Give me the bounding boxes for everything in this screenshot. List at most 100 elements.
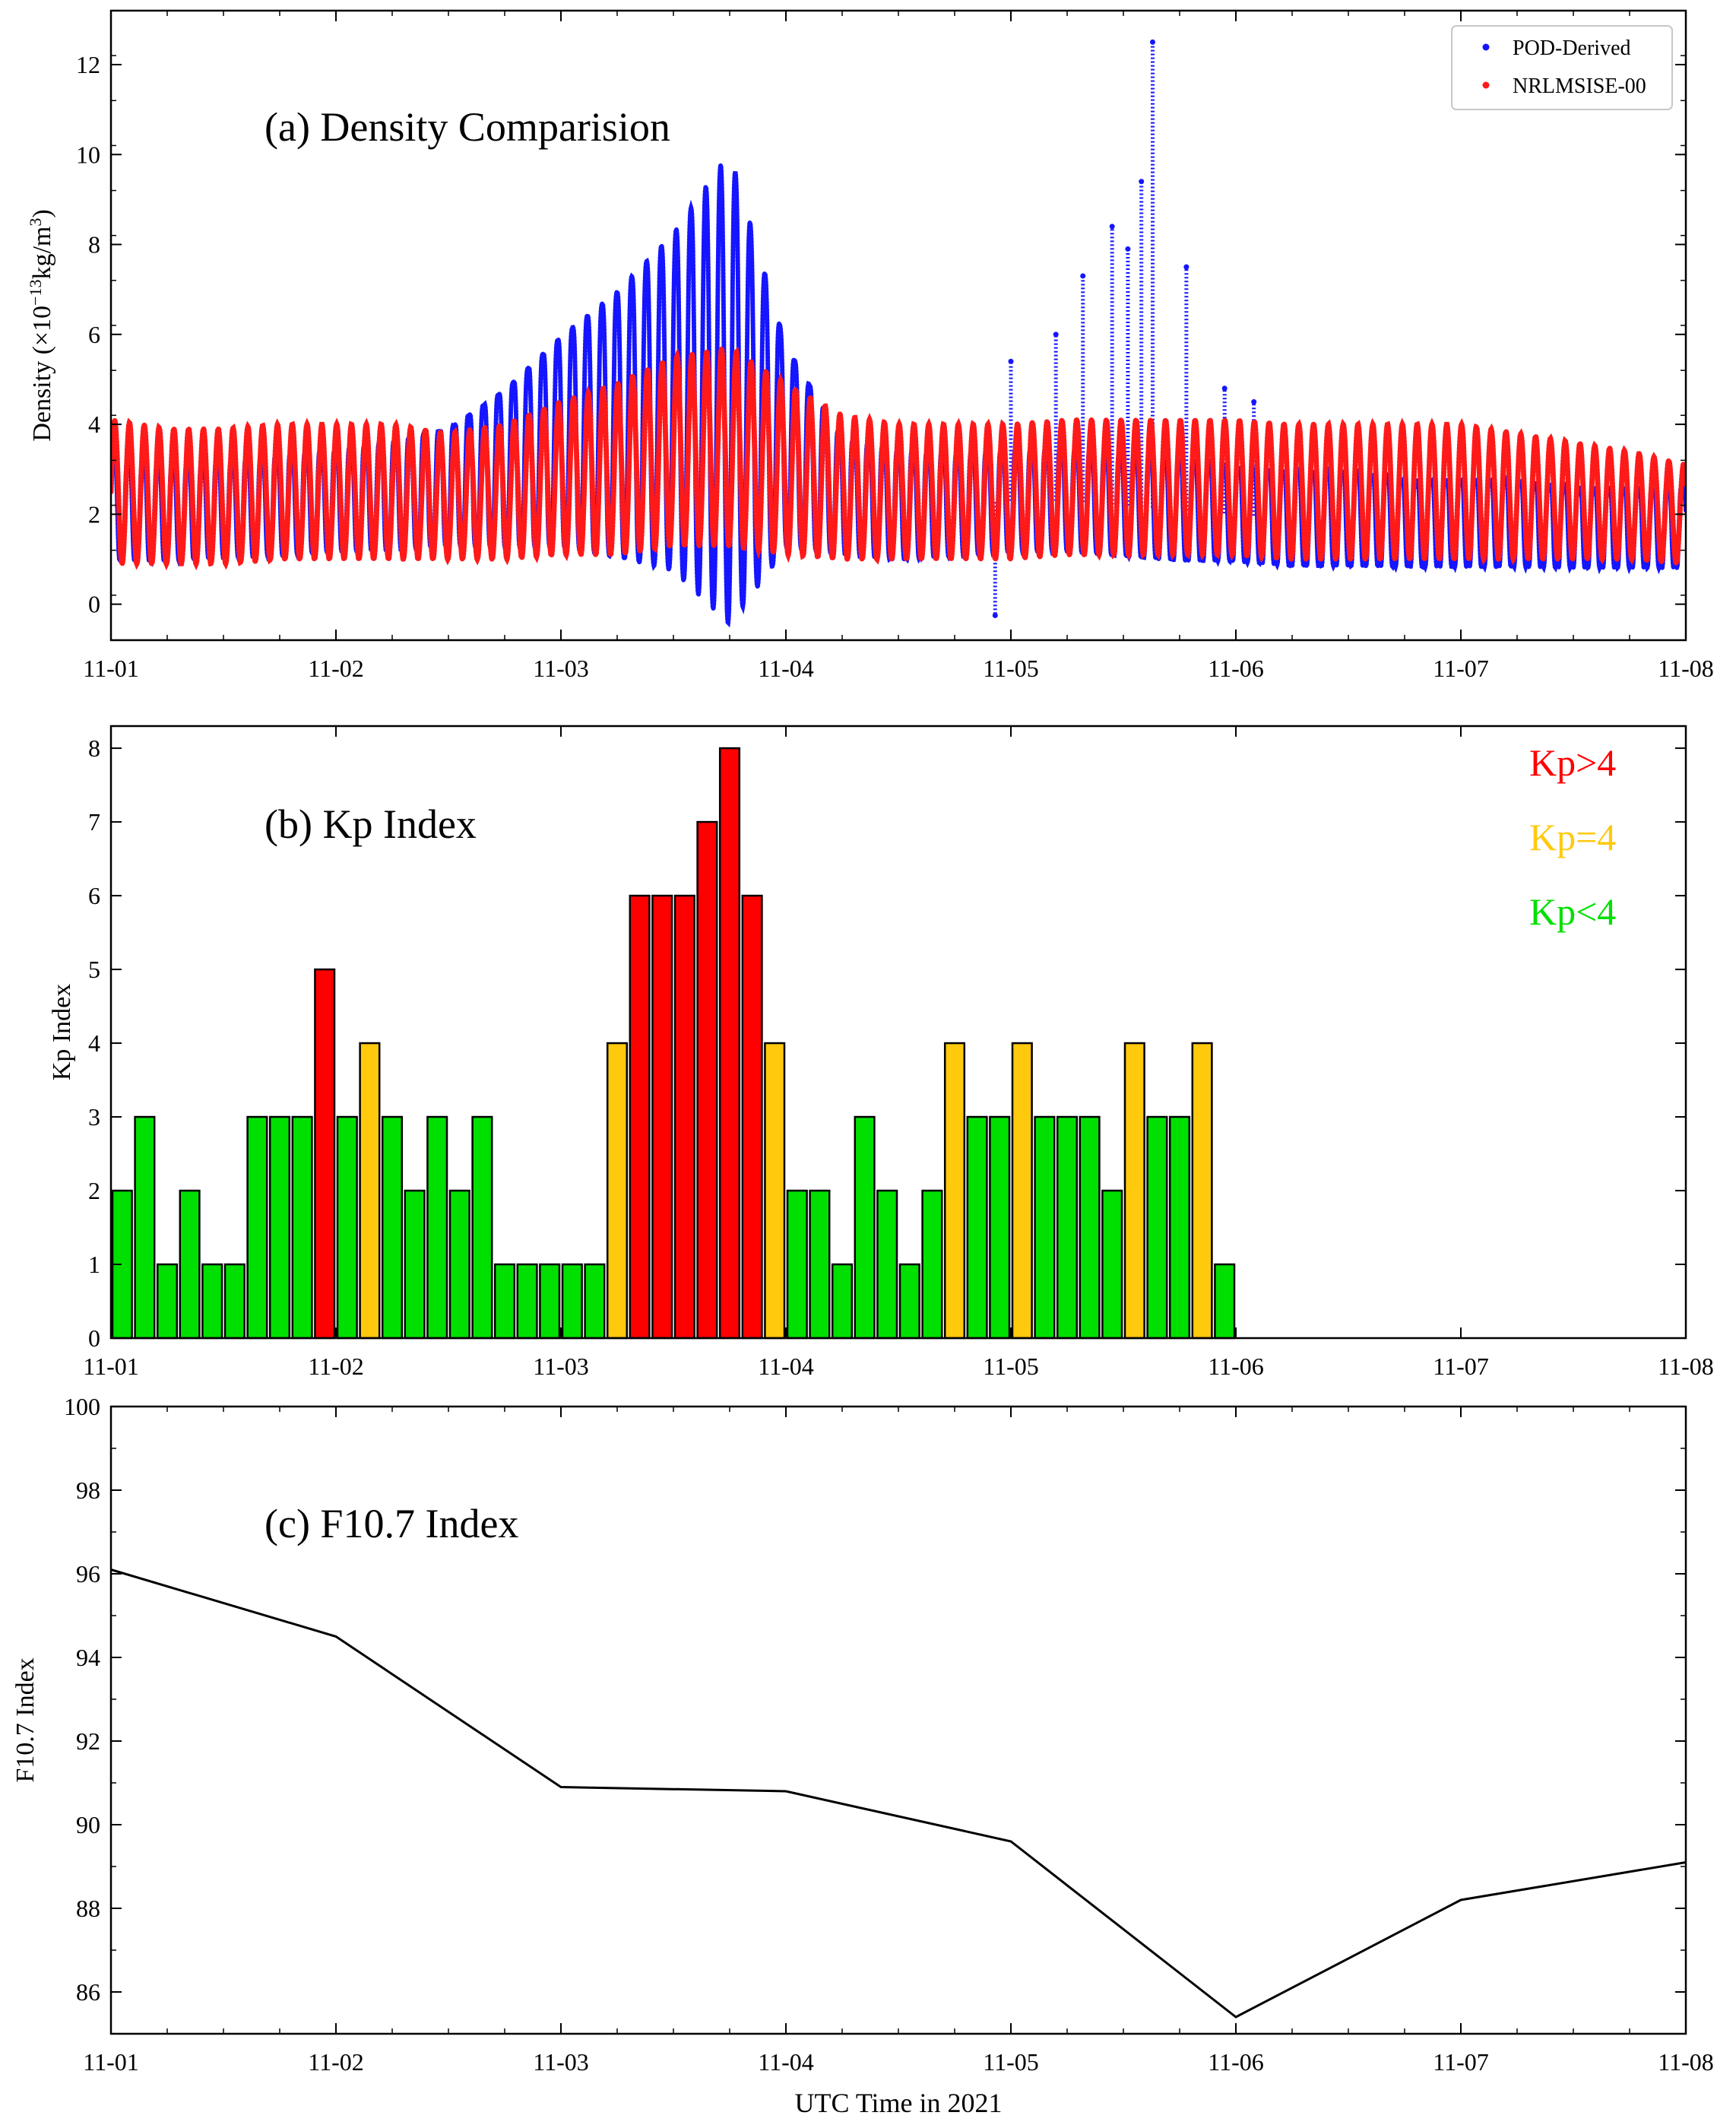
x-tick-label: 11-04 <box>758 2048 813 2076</box>
y-tick-label: 8 <box>88 734 100 762</box>
spike-peak <box>1125 246 1131 252</box>
kp-bar <box>493 1263 516 1340</box>
y-tick-label: 90 <box>76 1811 100 1838</box>
x-tick-label: 11-04 <box>758 655 813 682</box>
kp-bar <box>1101 1189 1123 1340</box>
kp-bar <box>516 1263 538 1340</box>
kp-bar <box>1123 1042 1145 1340</box>
y-tick-label: 6 <box>88 321 100 348</box>
y-tick-label: 86 <box>76 1978 100 2006</box>
y-tick-label: 4 <box>88 411 100 438</box>
y-tick-label: 96 <box>76 1560 100 1587</box>
kp-bar <box>966 1115 988 1340</box>
series-nrlmsise-00 <box>111 342 1686 571</box>
kp-bar <box>336 1115 358 1340</box>
spike-peak <box>1053 331 1059 338</box>
y-axis-label-b: Kp Index <box>48 984 76 1080</box>
y-tick-label: 3 <box>88 1103 100 1131</box>
y-axis-label-a-units: kg/m <box>28 227 56 280</box>
legend-label: POD-Derived <box>1513 36 1631 60</box>
panel-c-axes: 11-01 11-02 11-03 11-04 11-05 11-06 11-07 11-08… <box>64 1393 1714 2076</box>
kp-bar <box>786 1189 808 1340</box>
legend-a: POD-Derived NRLMSISE-00 <box>1451 25 1673 110</box>
panel-a-axes: 11-01 11-02 11-03 11-04 11-05 11-06 11-07 11-08… <box>76 10 1714 682</box>
x-tick-label: 11-01 <box>83 2048 138 2076</box>
panel-b-axes: 11-01 11-02 11-03 11-04 11-05 11-06 11-07 11-08… <box>83 726 1714 1380</box>
x-tick-label: 11-01 <box>83 1353 138 1380</box>
kp-bar <box>246 1115 268 1340</box>
kp-bar <box>471 1115 493 1340</box>
panel-c-frame <box>109 1405 1687 2035</box>
y-tick-label: 2 <box>88 1177 100 1204</box>
x-tick-label: 11-03 <box>533 1353 588 1380</box>
kp-bar <box>831 1263 854 1340</box>
kp-bar <box>673 894 695 1340</box>
x-tick-label: 11-08 <box>1658 2048 1713 2076</box>
x-tick-label: 11-01 <box>83 655 138 682</box>
x-tick-label: 11-02 <box>308 655 363 682</box>
panel-c-title: (c) F10.7 Index <box>265 1501 518 1546</box>
x-tick-label: 11-03 <box>533 2048 588 2076</box>
y-tick-label: 4 <box>88 1029 100 1057</box>
kp-bar <box>1214 1263 1236 1340</box>
kp-bar <box>764 1042 786 1340</box>
kp-bar <box>1079 1115 1101 1340</box>
spike-peak <box>1109 224 1115 230</box>
y-tick-label: 2 <box>88 500 100 528</box>
kp-bars <box>111 747 1236 1340</box>
y-tick-label: 12 <box>76 51 100 78</box>
x-tick-label: 11-06 <box>1208 2048 1263 2076</box>
kp-bar <box>291 1115 313 1340</box>
x-tick-label: 11-02 <box>308 1353 363 1380</box>
spike-peak <box>992 612 998 618</box>
y-axis-label-c: F10.7 Index <box>11 1657 40 1782</box>
x-tick-label: 11-07 <box>1433 655 1488 682</box>
kp-bar <box>921 1189 943 1340</box>
kp-bar <box>404 1189 426 1340</box>
kp-bar <box>606 1042 629 1340</box>
kp-bar <box>359 1042 381 1340</box>
y-tick-label: 8 <box>88 231 100 258</box>
kp-bar <box>651 894 673 1340</box>
kp-bar <box>201 1263 223 1340</box>
kp-bar <box>989 1115 1011 1340</box>
f107-line <box>110 1568 1687 2019</box>
y-tick-label: 0 <box>88 591 100 618</box>
x-tick-label: 11-07 <box>1433 1353 1488 1380</box>
kp-legend-label: Kp<4 <box>1529 890 1616 933</box>
x-tick-label: 11-05 <box>983 1353 1038 1380</box>
kp-bar <box>943 1042 966 1340</box>
y-tick-label: 88 <box>76 1895 100 1922</box>
x-tick-label: 11-06 <box>1208 655 1263 682</box>
y-axis-label-a-units-exponent: 3 <box>26 218 45 227</box>
legend-marker <box>1482 81 1490 89</box>
kp-bar <box>268 1115 291 1340</box>
kp-bar <box>539 1263 561 1340</box>
kp-bar <box>134 1115 156 1340</box>
spike-peak <box>1139 179 1145 185</box>
kp-bar <box>898 1263 920 1340</box>
kp-bar <box>1146 1115 1168 1340</box>
kp-bar <box>314 968 336 1340</box>
panel-b-title: (b) Kp Index <box>265 801 477 847</box>
y-tick-label: 100 <box>64 1393 100 1420</box>
y-axis-label-a-close: ) <box>28 209 56 217</box>
x-tick-label: 11-05 <box>983 2048 1038 2076</box>
x-tick-label: 11-05 <box>983 655 1038 682</box>
y-tick-label: 92 <box>76 1727 100 1755</box>
y-tick-label: 6 <box>88 882 100 909</box>
y-axis-label-a: Density (×10−13kg/m3) <box>26 209 56 441</box>
kp-bar <box>696 820 718 1340</box>
x-axis-label-c: UTC Time in 2021 <box>794 2088 1002 2118</box>
x-tick-label: 11-02 <box>308 2048 363 2076</box>
kp-bar <box>223 1263 246 1340</box>
series-curve <box>111 342 1686 571</box>
y-tick-label: 98 <box>76 1476 100 1504</box>
kp-bar <box>1034 1115 1056 1340</box>
kp-bar <box>1191 1042 1213 1340</box>
y-tick-label: 1 <box>88 1251 100 1278</box>
kp-bar <box>809 1189 831 1340</box>
panel-a-title: (a) Density Comparision <box>265 104 670 150</box>
kp-bar <box>448 1189 470 1340</box>
